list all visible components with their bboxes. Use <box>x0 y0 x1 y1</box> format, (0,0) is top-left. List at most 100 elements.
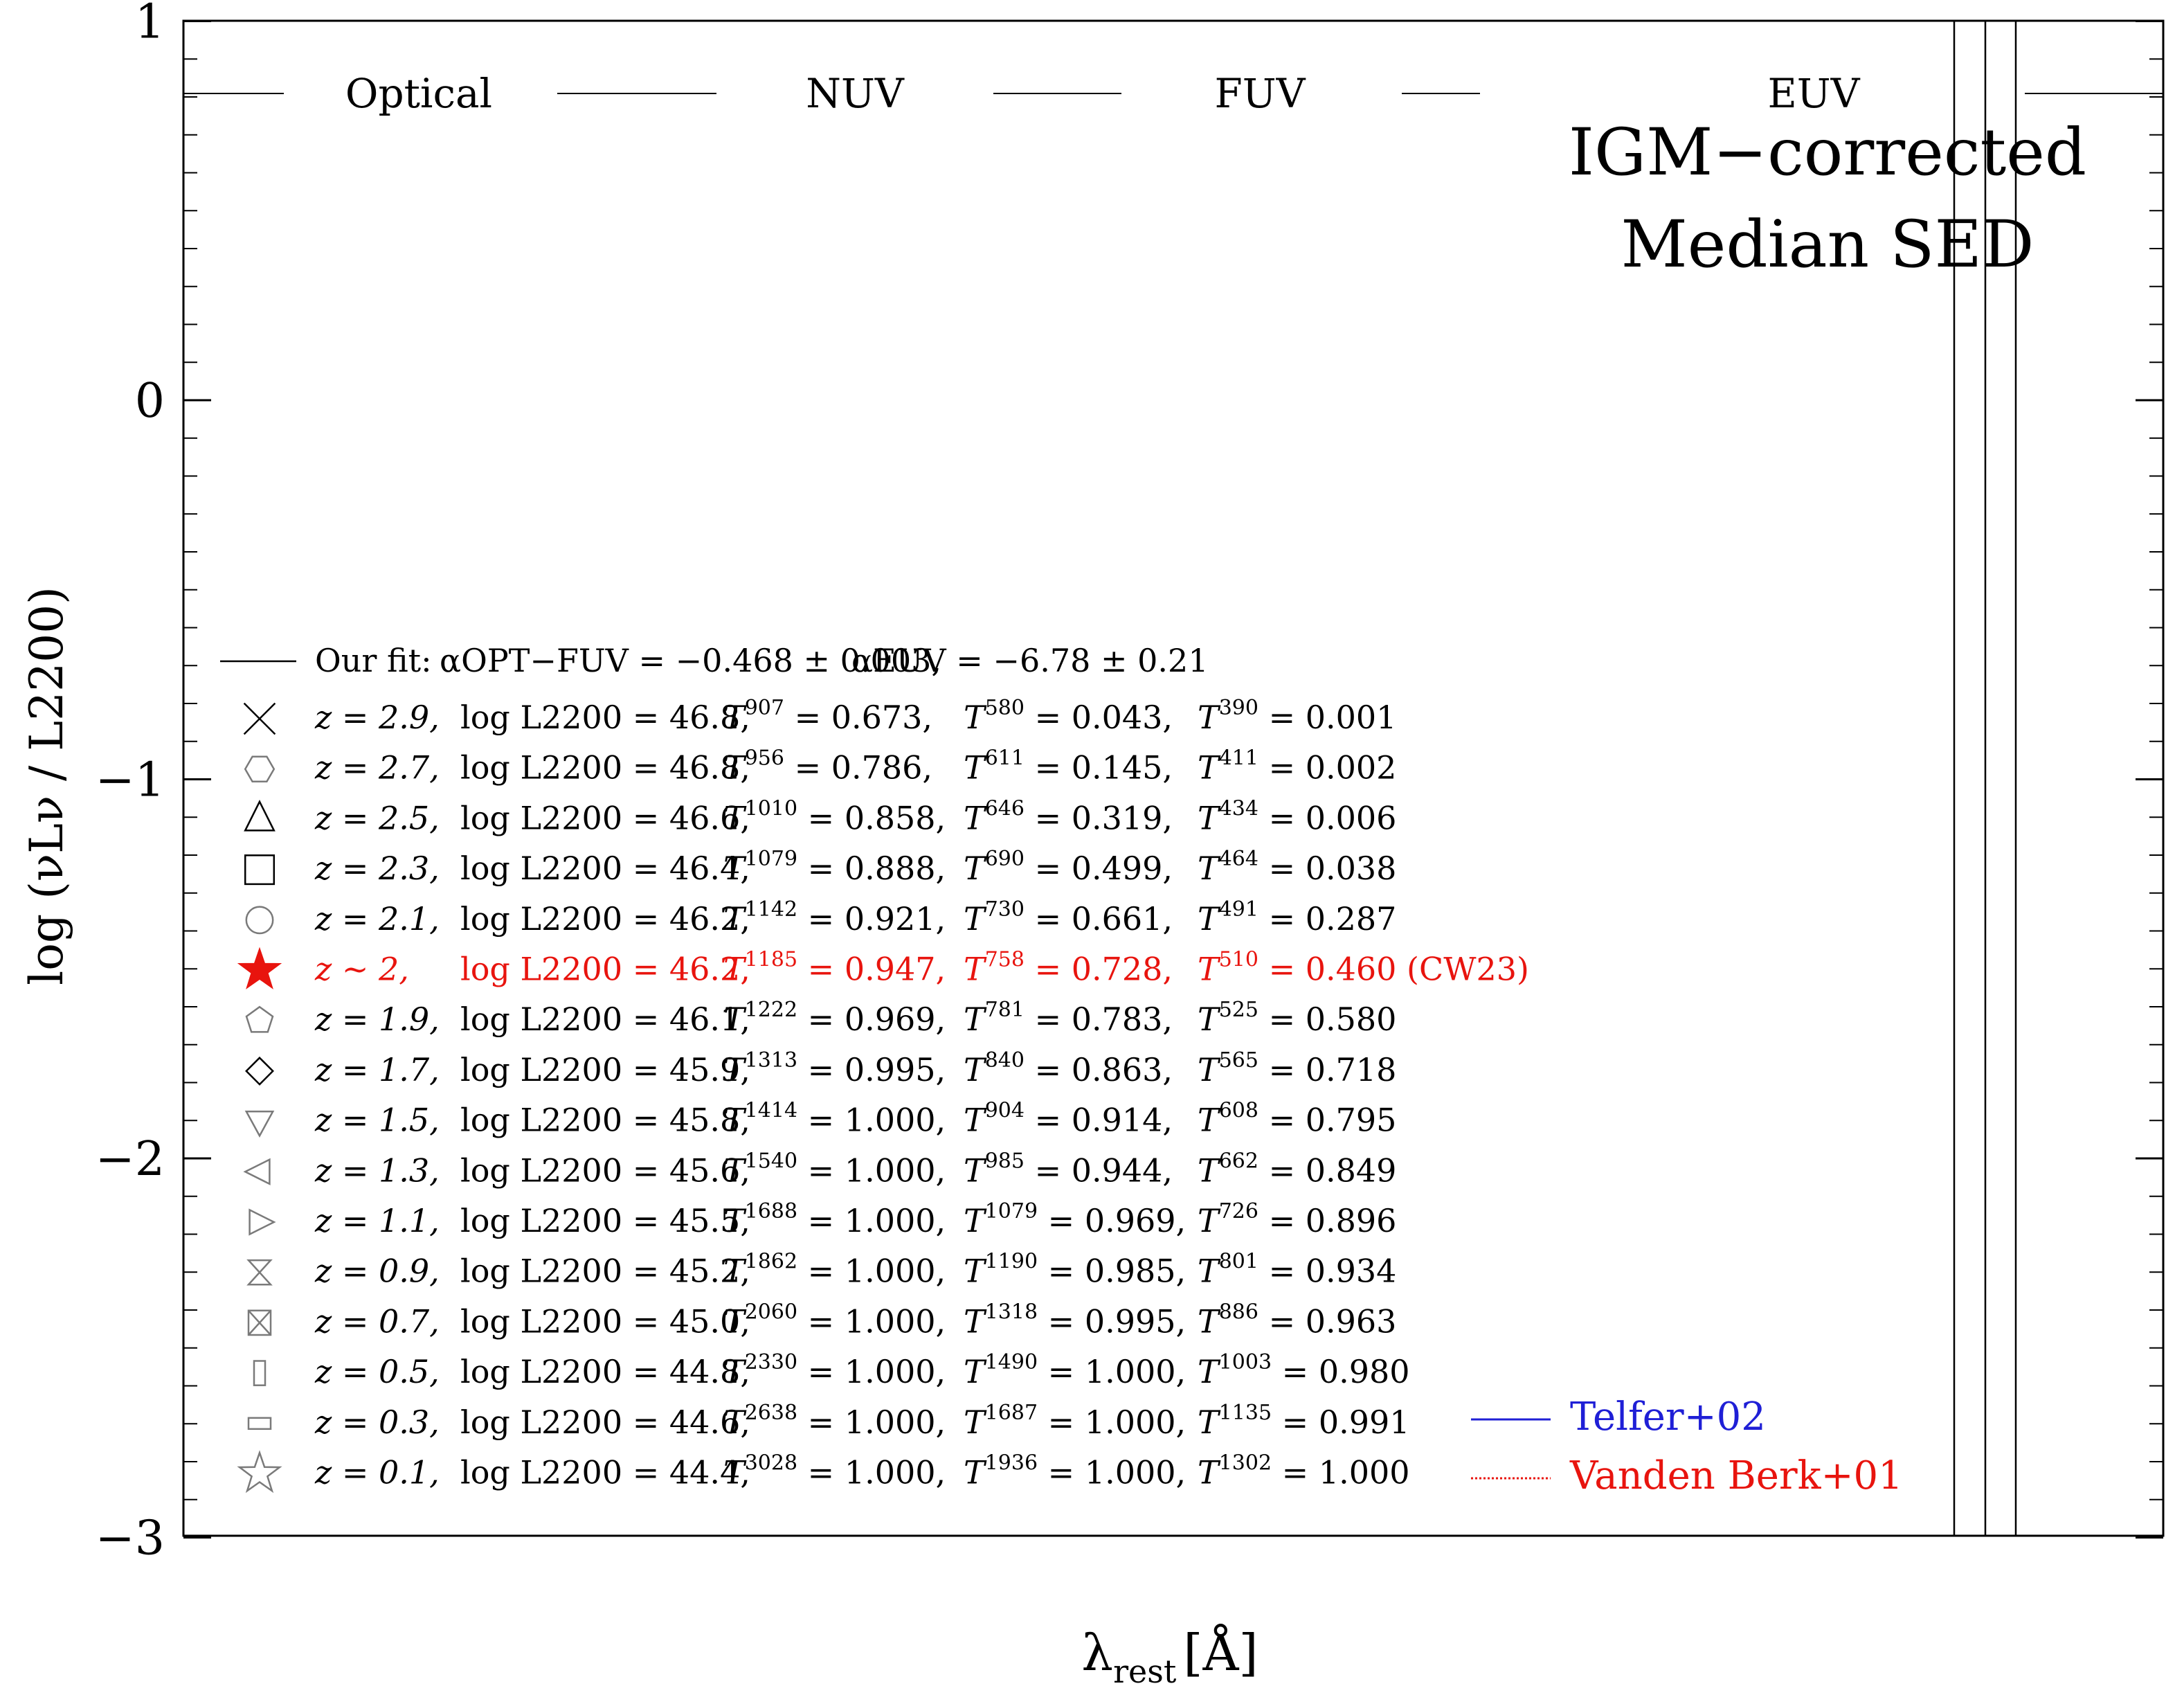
marker-star-filled <box>237 947 282 989</box>
legend-TFUV: T662 = 0.849 <box>1198 1149 1396 1189</box>
y-tick-label: −1 <box>96 753 165 808</box>
legend-z: z = 1.1, <box>314 1202 440 1239</box>
legend-z: z = 0.7, <box>314 1302 440 1340</box>
legend-row: z = 0.7, log L2200 = 45.0,T2060 = 1.000, T… <box>247 1300 1396 1340</box>
legend-row: z = 2.7, log L2200 = 46.8,T956 = 0.786, T6… <box>244 746 1396 787</box>
legend-z: z = 0.5, <box>314 1353 440 1390</box>
legend-Tu: T1688 = 1.000, <box>723 1199 946 1239</box>
y-tick-label: −2 <box>96 1132 165 1187</box>
legend-logL: log L2200 = 46.8, <box>460 749 750 787</box>
fit-legend-label: Our fit: <box>315 642 432 679</box>
legend-z: z = 1.3, <box>314 1151 440 1189</box>
y-axis-label: log (νLν / L2200) <box>20 586 73 985</box>
legend-z: z = 2.9, <box>314 699 440 736</box>
legend-Tu: T1540 = 1.000, <box>723 1149 946 1189</box>
band-label: FUV <box>1214 70 1306 117</box>
legend-z: z = 2.1, <box>314 900 440 938</box>
legend-row: z = 1.1, log L2200 = 45.5,T1688 = 1.000, T… <box>249 1199 1396 1239</box>
legend-TFUV: T434 = 0.006 <box>1198 796 1396 836</box>
legend-Tu: T1142 = 0.921, <box>723 897 946 938</box>
y-tick-label: −3 <box>96 1512 165 1566</box>
legend-logL: log L2200 = 44.6, <box>460 1403 750 1441</box>
legend-TNUV: T611 = 0.145, <box>964 746 1173 787</box>
legend-z: z ~ 2, <box>314 951 409 988</box>
legend-logL: log L2200 = 46.1, <box>460 1001 750 1038</box>
redshift-legend: z = 2.9, log L2200 = 46.8,T907 = 0.673, T5… <box>237 696 1529 1494</box>
legend-logL: log L2200 = 45.8, <box>460 1102 750 1139</box>
marker-triangle-up <box>244 800 276 832</box>
legend-TFUV: T464 = 0.038 <box>1198 847 1396 887</box>
legend-TNUV: T1936 = 1.000, <box>964 1451 1186 1491</box>
fit-legend-alpha-opt: αOPT−FUV = −0.468 ± 0.003, <box>440 642 941 679</box>
band-label: NUV <box>806 70 905 117</box>
marker-diamond <box>245 1056 274 1086</box>
legend-Tu: T1313 = 0.995, <box>723 1048 946 1088</box>
legend-z: z = 2.7, <box>314 749 440 787</box>
x-axis-label: λrest [Å] <box>1081 1623 1258 1690</box>
legend-logL: log L2200 = 45.5, <box>460 1202 750 1239</box>
legend-logL: log L2200 = 46.8, <box>460 699 750 736</box>
legend-TNUV: T730 = 0.661, <box>964 897 1173 938</box>
legend-TNUV: T1687 = 1.000, <box>964 1401 1186 1441</box>
marker-pentagon <box>245 1005 274 1033</box>
marker-square <box>244 854 276 886</box>
legend-TNUV: T1190 = 0.985, <box>964 1250 1186 1290</box>
legend-TNUV: T840 = 0.863, <box>964 1048 1173 1088</box>
legend-TFUV: T525 = 0.580 <box>1198 998 1396 1038</box>
legend-z: z = 2.5, <box>314 799 440 836</box>
legend-logL: log L2200 = 44.8, <box>460 1353 750 1390</box>
legend-Tu: T907 = 0.673, <box>723 696 932 736</box>
legend-z: z = 2.3, <box>314 850 440 887</box>
legend-TFUV: T726 = 0.896 <box>1198 1199 1396 1239</box>
legend-TFUV: T510 = 0.460 (CW23) <box>1198 948 1529 988</box>
legend-logL: log L2200 = 45.9, <box>460 1051 750 1088</box>
legend-Tu: T1079 = 0.888, <box>723 847 946 887</box>
axis-tick-labels: 10−1−2−3700050003000200015001000800500 <box>96 0 165 1566</box>
marker-triangle-right <box>249 1208 276 1236</box>
fit-legend: Our fit: αOPT−FUV = −0.468 ± 0.003, αEUV… <box>220 642 1209 679</box>
legend-TFUV: T411 = 0.002 <box>1198 746 1396 787</box>
legend-TNUV: T781 = 0.783, <box>964 998 1173 1038</box>
legend-TNUV: T690 = 0.499, <box>964 847 1173 887</box>
legend-Tu: T3028 = 1.000, <box>723 1451 946 1491</box>
legend-Tu: T1185 = 0.947, <box>723 948 946 988</box>
legend-TNUV: T758 = 0.728, <box>964 948 1173 988</box>
marker-triangle-down <box>244 1110 275 1138</box>
legend-row: z = 1.3, log L2200 = 45.6,T1540 = 1.000, T… <box>243 1149 1396 1189</box>
y-tick-label: 0 <box>135 374 165 429</box>
legend-TNUV: T904 = 0.914, <box>964 1099 1173 1139</box>
band-markers: Optical NUV FUV EUV <box>183 70 2163 117</box>
legend-Tu: T2638 = 1.000, <box>723 1401 946 1441</box>
marker-x <box>243 702 276 735</box>
legend-Tu: T1862 = 1.000, <box>723 1250 946 1290</box>
legend-logL: log L2200 = 46.2, <box>460 951 750 988</box>
legend-Tu: T1010 = 0.858, <box>723 796 946 836</box>
legend-Tu: T2060 = 1.000, <box>723 1300 946 1340</box>
legend-row: z = 2.1, log L2200 = 46.2,T1142 = 0.921, T… <box>245 897 1396 938</box>
legend-TFUV: T886 = 0.963 <box>1198 1300 1396 1340</box>
legend-row: z = 0.1, log L2200 = 44.4,T3028 = 1.000, T… <box>237 1450 1410 1494</box>
chart-title: IGM−corrected <box>1569 115 2086 190</box>
marker-triangle-left <box>243 1158 271 1185</box>
marker-boxcross <box>247 1309 272 1336</box>
legend-TFUV: T565 = 0.718 <box>1198 1048 1396 1088</box>
spectra-legend: Telfer+02 Vanden Berk+01 <box>1471 1394 1903 1498</box>
legend-logL: log L2200 = 44.4, <box>460 1454 750 1491</box>
legend-TNUV: T580 = 0.043, <box>964 696 1173 736</box>
legend-TNUV: T1318 = 0.995, <box>964 1300 1186 1340</box>
legend-row: z = 2.3, log L2200 = 46.4,T1079 = 0.888, T… <box>244 847 1396 887</box>
band-label: EUV <box>1767 70 1860 117</box>
legend-TFUV: T390 = 0.001 <box>1198 696 1396 736</box>
legend-Tu: T1414 = 1.000, <box>723 1099 946 1139</box>
telfer-legend-label: Telfer+02 <box>1570 1394 1766 1440</box>
legend-TFUV: T1003 = 0.980 <box>1198 1350 1410 1390</box>
legend-row: z = 2.9, log L2200 = 46.8,T907 = 0.673, T5… <box>243 696 1396 736</box>
legend-Tu: T956 = 0.786, <box>723 746 932 787</box>
chart-subtitle: Median SED <box>1621 207 2034 282</box>
marker-hexagon <box>244 755 276 782</box>
legend-TFUV: T608 = 0.795 <box>1198 1099 1396 1139</box>
legend-TNUV: T1490 = 1.000, <box>964 1350 1186 1390</box>
vandenberk-legend-label: Vanden Berk+01 <box>1569 1453 1903 1498</box>
legend-TFUV: T1135 = 0.991 <box>1198 1401 1410 1441</box>
